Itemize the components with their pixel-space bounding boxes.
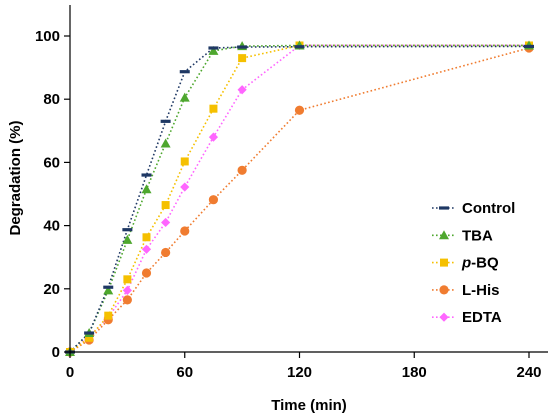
series-line (69, 47, 530, 353)
data-point (294, 45, 305, 49)
series-line (69, 44, 529, 353)
legend-marker (440, 258, 448, 267)
legend-marker (439, 230, 449, 240)
data-point (161, 247, 171, 258)
data-point (294, 105, 305, 115)
legend-label: EDTA (462, 309, 502, 326)
legend-label: p-BQ (461, 255, 499, 272)
legend-marker (439, 285, 449, 295)
series-line (69, 44, 529, 353)
y-tick-label: 60 (43, 154, 60, 171)
legend-marker (439, 206, 449, 210)
series-line (69, 44, 529, 353)
data-point (122, 285, 132, 295)
y-tick-label: 100 (35, 28, 60, 45)
data-point (104, 311, 113, 320)
axes (69, 5, 548, 353)
data-point (160, 138, 171, 148)
data-point (141, 268, 152, 278)
legend-label: TBA (462, 227, 493, 244)
y-tick-label: 40 (43, 218, 60, 235)
legend-marker (439, 312, 449, 322)
data-point (180, 157, 189, 166)
data-point (161, 217, 171, 228)
series-lines (69, 44, 530, 353)
data-point (103, 285, 114, 289)
data-point (179, 92, 190, 102)
legend-label: L-His (462, 282, 500, 299)
data-point (237, 85, 247, 95)
legend-label: Control (462, 200, 515, 217)
data-point (122, 295, 132, 305)
data-point (122, 234, 133, 244)
x-tick-label: 180 (402, 364, 427, 381)
y-tick-label: 0 (52, 344, 60, 361)
legend: Control TBA p-BQ L-His EDTA (432, 200, 515, 326)
axis-ticks (64, 35, 530, 358)
x-tick-label: 60 (176, 364, 193, 381)
data-point (180, 226, 190, 236)
data-point (237, 45, 248, 49)
data-point (142, 233, 151, 242)
data-point (208, 46, 219, 50)
data-point (161, 201, 170, 210)
data-point (209, 104, 218, 113)
x-tick-label: 0 (66, 364, 74, 381)
data-point (237, 165, 247, 175)
data-point (180, 182, 190, 192)
data-point (524, 44, 534, 49)
data-point (84, 331, 95, 335)
x-axis-title: Time (min) (271, 397, 347, 414)
tick-labels: 0 60 120 180 240 0 20 40 60 80 100 (35, 28, 542, 381)
data-point (160, 119, 171, 123)
y-tick-label: 80 (43, 91, 60, 108)
data-point (238, 54, 247, 63)
x-tick-label: 120 (287, 364, 312, 381)
data-point (208, 45, 219, 55)
data-point (85, 333, 94, 342)
data-point (179, 70, 190, 74)
data-point (208, 132, 219, 142)
y-tick-label: 20 (43, 281, 60, 298)
data-point (123, 275, 132, 284)
series-line (69, 45, 530, 353)
data-point (122, 228, 133, 232)
data-point (208, 195, 219, 205)
data-point (141, 173, 152, 177)
data-point (141, 184, 152, 194)
data-point (141, 244, 152, 254)
x-tick-label: 240 (516, 364, 541, 381)
data-point (103, 285, 114, 295)
y-axis-title: Degradation (%) (7, 120, 24, 235)
